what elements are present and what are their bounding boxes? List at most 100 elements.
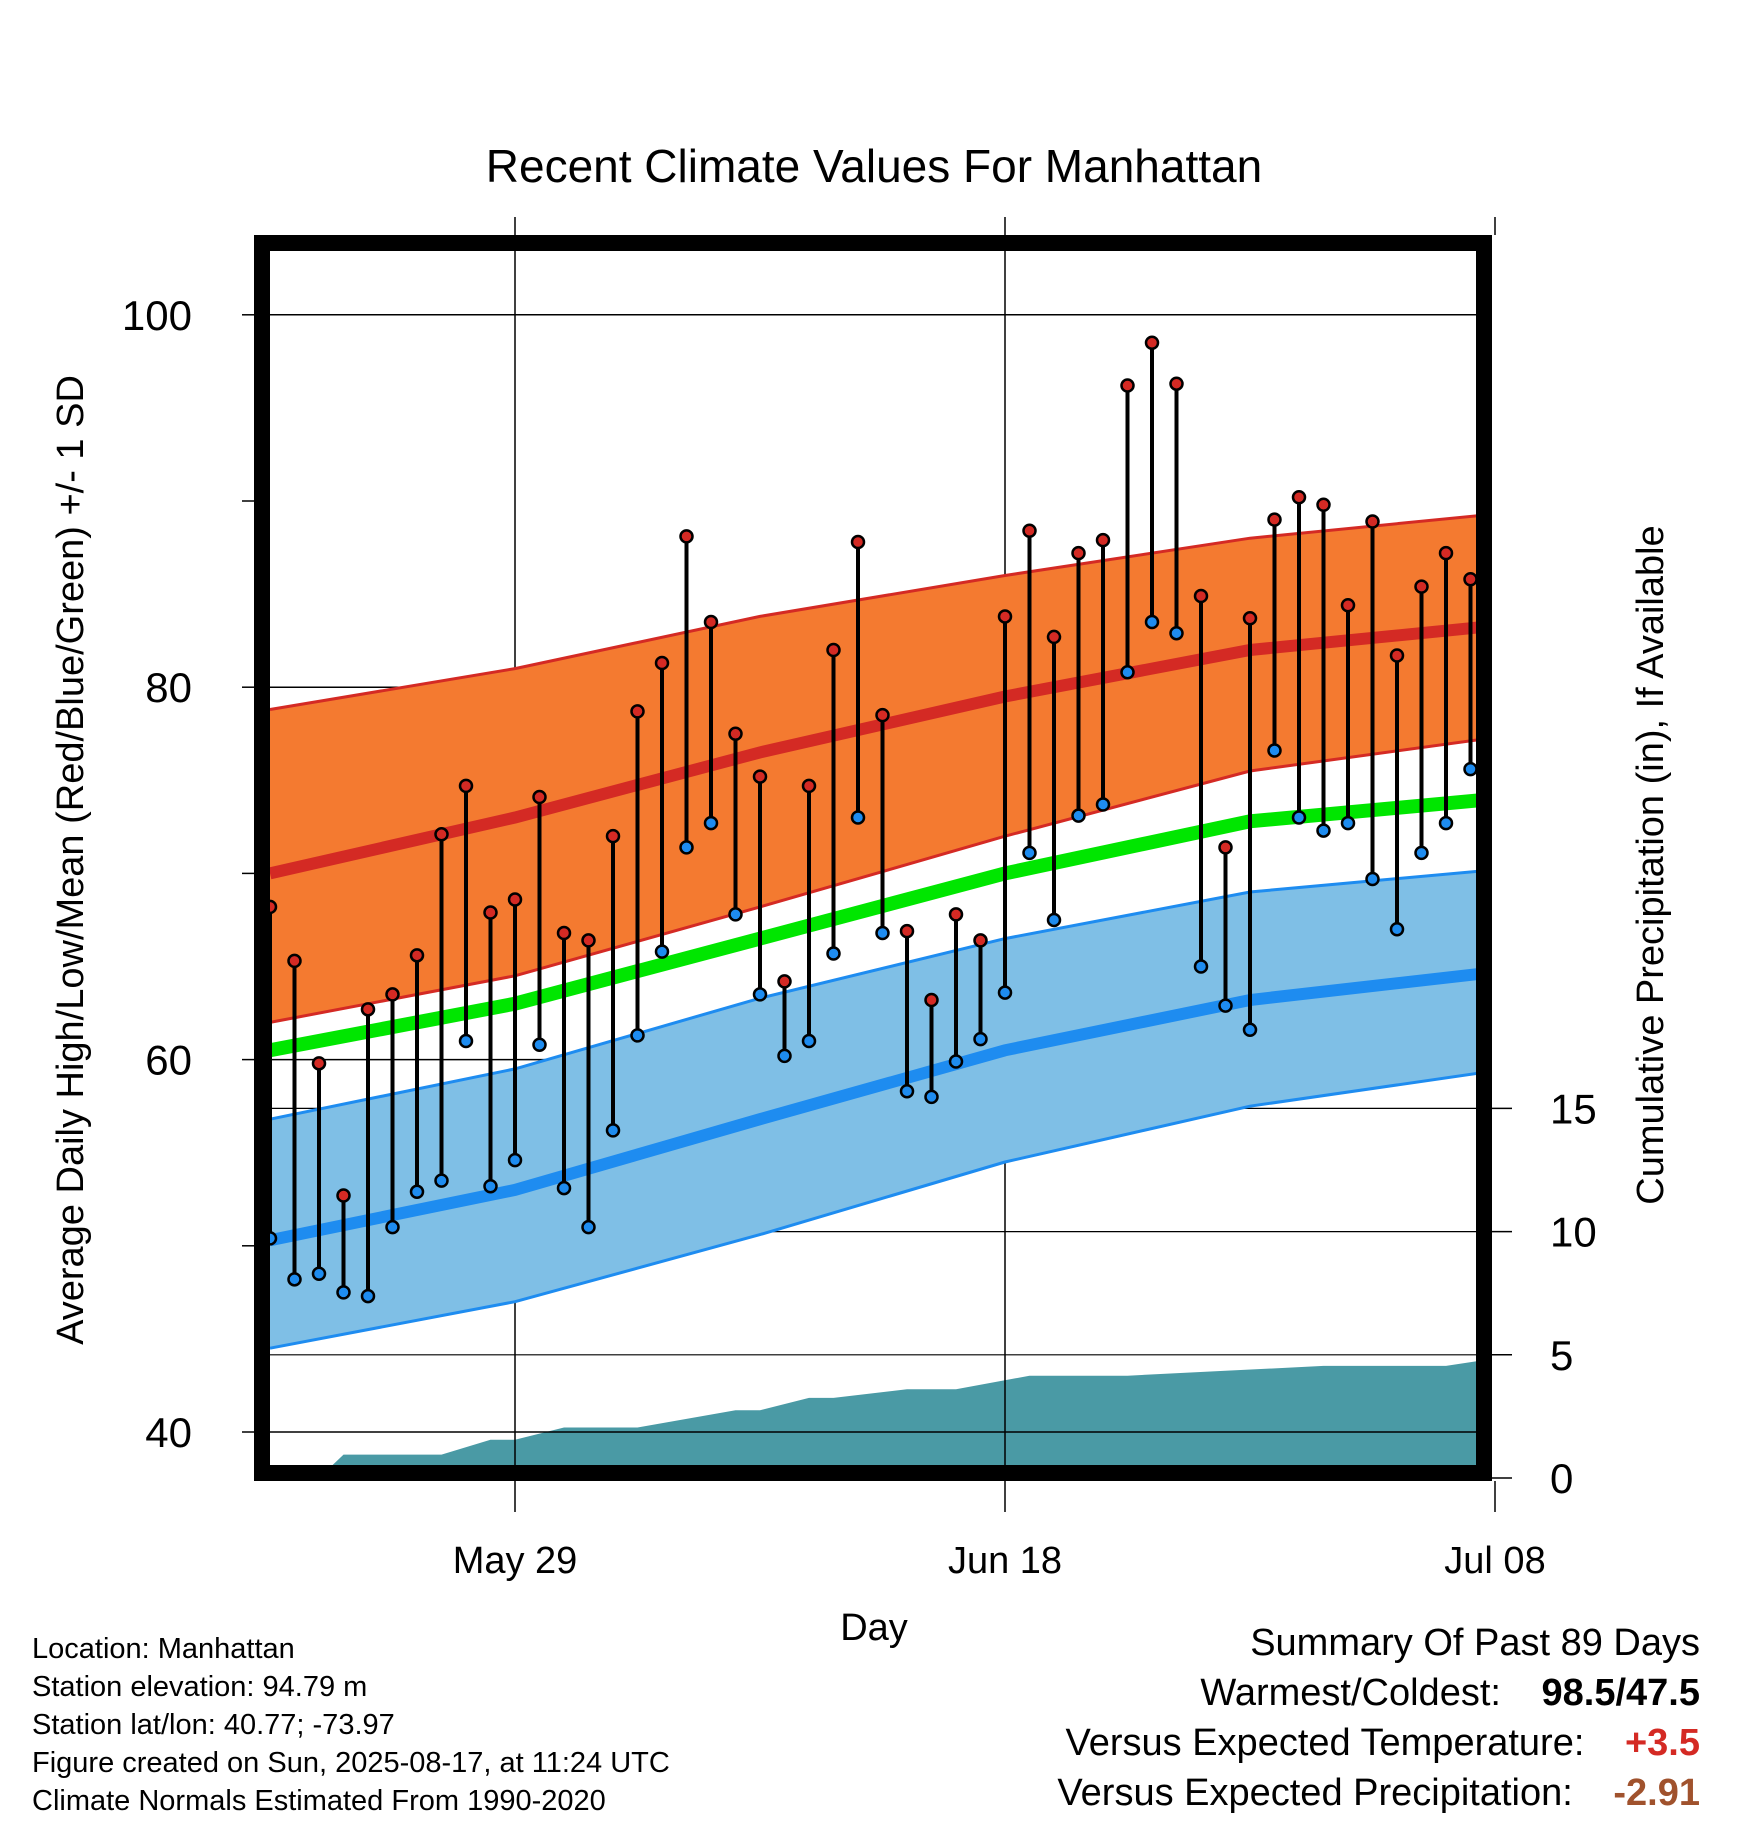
y-tick-label: 40 <box>145 1409 192 1456</box>
daily-low-point <box>679 840 694 855</box>
x-tick-label: Jun 18 <box>948 1540 1062 1582</box>
plot-area <box>262 243 1746 1473</box>
daily-high-point <box>1365 514 1380 529</box>
daily-high-point <box>360 1002 376 1017</box>
daily-high-point <box>899 923 915 939</box>
daily-low-point <box>1538 860 1550 872</box>
daily-low-point <box>973 1031 988 1047</box>
daily-high-point <box>287 953 302 969</box>
daily-low-point <box>507 1152 523 1168</box>
daily-high-point <box>311 1056 327 1071</box>
normal-high-line <box>268 620 1484 880</box>
daily-low-point <box>483 1178 498 1194</box>
daily-high-point <box>973 933 988 948</box>
daily-low-point <box>728 907 743 922</box>
daily-low-point <box>1389 922 1405 937</box>
daily-low-point <box>409 1184 425 1200</box>
temp-value: +3.5 <box>1624 1722 1700 1764</box>
daily-high-point <box>336 1188 351 1203</box>
daily-low-point <box>850 810 866 825</box>
warm-cold-label: Warmest/Coldest: <box>1200 1672 1501 1714</box>
daily-low-point <box>948 1054 964 1069</box>
daily-high-point <box>826 642 841 658</box>
normals-text: Climate Normals Estimated From 1990-2020 <box>32 1785 606 1817</box>
daily-low-point <box>1514 802 1526 814</box>
daily-low-point <box>556 1180 572 1196</box>
summary-heading: Summary Of Past 89 Days <box>1250 1622 1700 1664</box>
daily-low-point <box>311 1266 327 1281</box>
precip-row: Versus Expected Precipitation: -2.91 <box>1057 1768 1700 1818</box>
daily-high-point <box>1734 674 1746 686</box>
daily-high-point <box>483 905 498 920</box>
daily-high-point <box>1463 571 1478 587</box>
daily-high-point <box>1563 607 1575 619</box>
daily-high-point <box>850 534 866 550</box>
daily-high-point <box>948 907 964 922</box>
daily-high-point <box>1071 545 1086 561</box>
daily-low-point <box>777 1048 792 1064</box>
daily-low-point <box>1438 815 1454 831</box>
station-info: Location: Manhattan Station elevation: 9… <box>32 1630 670 1820</box>
daily-low-point <box>1144 614 1160 630</box>
daily-high-point <box>409 948 425 963</box>
daily-low-point <box>287 1272 302 1287</box>
daily-low-point <box>703 815 719 831</box>
daily-low-point <box>1587 828 1599 840</box>
daily-low-point <box>336 1285 351 1300</box>
daily-low-point <box>1071 808 1086 823</box>
daily-high-point <box>679 529 694 544</box>
summary-panel: Summary Of Past 89 Days Warmest/Coldest:… <box>1057 1618 1700 1818</box>
daily-low-point <box>1340 815 1356 831</box>
high-sd-band-upper-edge <box>269 513 1484 711</box>
daily-low-point <box>1267 743 1282 758</box>
daily-high-point <box>458 778 474 794</box>
daily-low-point <box>360 1288 376 1304</box>
daily-high-point <box>1538 631 1550 643</box>
daily-low-point <box>1046 912 1062 928</box>
daily-high-point <box>1389 648 1405 663</box>
daily-low-point <box>1612 864 1624 876</box>
normal-low-line <box>268 967 1484 1247</box>
daily-high-point <box>1685 486 1697 498</box>
daily-high-point <box>630 704 645 719</box>
y2-tick-label: 5 <box>1550 1332 1573 1379</box>
daily-low-point <box>1563 815 1575 827</box>
y-tick-label: 60 <box>145 1037 192 1084</box>
daily-high-point <box>777 974 792 989</box>
daily-low-point <box>1169 625 1184 641</box>
low-sd-band-lower-edge <box>269 1070 1484 1350</box>
daily-low-point <box>458 1033 474 1049</box>
daily-high-point <box>1144 335 1160 350</box>
daily-high-point <box>1218 840 1233 855</box>
daily-low-point <box>801 1033 817 1049</box>
daily-low-point <box>434 1173 449 1188</box>
daily-high-point <box>385 987 400 1002</box>
daily-low-point <box>1734 864 1746 876</box>
daily-low-point <box>385 1219 400 1235</box>
daily-high-point <box>1612 653 1624 665</box>
low-sd-band-upper-edge <box>269 869 1484 1121</box>
daily-high-point <box>1438 545 1454 561</box>
daily-low-point <box>1316 823 1331 838</box>
daily-low-point <box>1710 821 1722 833</box>
daily-low-point <box>1022 845 1037 861</box>
daily-high-point <box>703 614 719 630</box>
daily-low-point <box>997 985 1013 1000</box>
low-sd-band <box>270 870 1484 1349</box>
x-axis-label: Day <box>840 1607 908 1649</box>
y2-tick-label: 15 <box>1550 1085 1597 1132</box>
daily-high-point <box>875 707 890 723</box>
daily-high-point <box>1120 378 1135 393</box>
daily-low-point <box>1120 665 1135 680</box>
daily-high-point <box>924 992 939 1008</box>
daily-low-point <box>875 925 890 941</box>
latlon-text: Station lat/lon: 40.77; -73.97 <box>32 1709 395 1741</box>
y2-tick-label: 0 <box>1550 1455 1573 1502</box>
x-tick-label: Jul 08 <box>1444 1540 1545 1582</box>
daily-high-point <box>1414 579 1429 594</box>
warm-cold-value: 98.5/47.5 <box>1541 1672 1700 1714</box>
daily-high-point <box>1267 512 1282 527</box>
daily-low-point <box>605 1123 621 1138</box>
daily-low-point <box>1463 761 1478 777</box>
